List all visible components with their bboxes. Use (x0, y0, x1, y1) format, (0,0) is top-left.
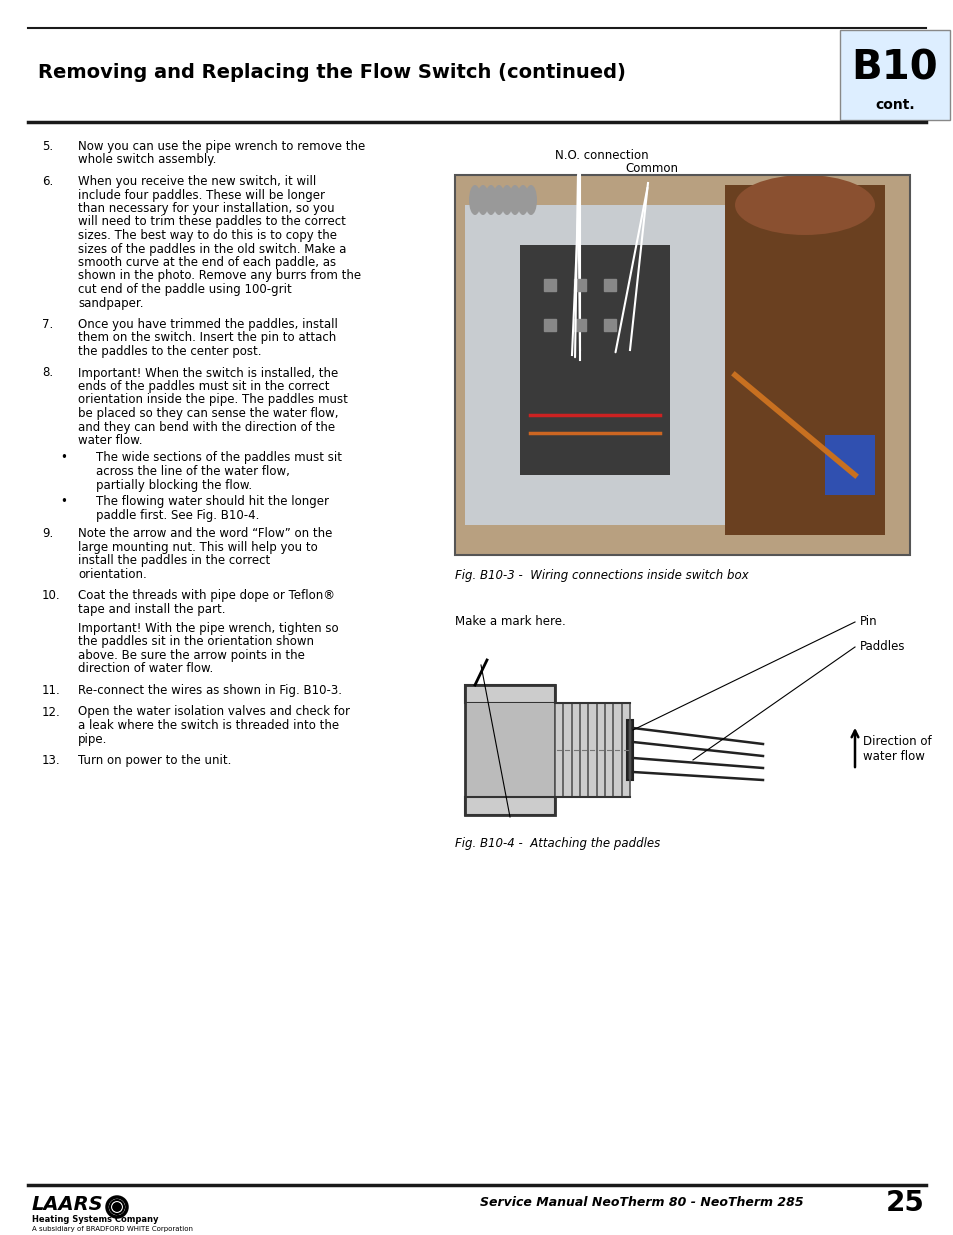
Text: 13.: 13. (42, 755, 61, 767)
Text: 11.: 11. (42, 684, 61, 697)
Text: include four paddles. These will be longer: include four paddles. These will be long… (78, 189, 325, 201)
Text: Once you have trimmed the paddles, install: Once you have trimmed the paddles, insta… (78, 317, 337, 331)
Text: partially blocking the flow.: partially blocking the flow. (96, 478, 252, 492)
Text: the paddles to the center post.: the paddles to the center post. (78, 345, 261, 358)
Text: Turn on power to the unit.: Turn on power to the unit. (78, 755, 232, 767)
Text: •: • (60, 495, 67, 508)
Text: large mounting nut. This will help you to: large mounting nut. This will help you t… (78, 541, 317, 553)
Text: 7.: 7. (42, 317, 53, 331)
Text: Heating Systems Company: Heating Systems Company (32, 1215, 158, 1224)
Text: than necessary for your installation, so you: than necessary for your installation, so… (78, 203, 335, 215)
Bar (724, 185, 884, 535)
Bar (464, 685, 555, 815)
Bar (840, 30, 949, 120)
Ellipse shape (517, 185, 529, 215)
Text: Fig. B10-4 -  Attaching the paddles: Fig. B10-4 - Attaching the paddles (455, 837, 659, 850)
Text: 6.: 6. (42, 175, 53, 188)
Text: Removing and Replacing the Flow Switch (continued): Removing and Replacing the Flow Switch (… (38, 63, 625, 82)
Bar (464, 685, 555, 703)
Bar (464, 797, 555, 815)
Text: direction of water flow.: direction of water flow. (78, 662, 213, 676)
Bar (626, 720, 633, 781)
Text: tape and install the part.: tape and install the part. (78, 603, 225, 615)
Text: 5.: 5. (42, 140, 53, 153)
Text: sandpaper.: sandpaper. (78, 296, 143, 310)
Text: Open the water isolation valves and check for: Open the water isolation valves and chec… (78, 705, 350, 719)
Text: cont.: cont. (874, 98, 914, 112)
Text: above. Be sure the arrow points in the: above. Be sure the arrow points in the (78, 650, 305, 662)
Text: cut end of the paddle using 100-grit: cut end of the paddle using 100-grit (78, 283, 292, 296)
Ellipse shape (484, 185, 497, 215)
Text: The wide sections of the paddles must sit: The wide sections of the paddles must si… (96, 452, 341, 464)
Text: Make a mark here.: Make a mark here. (455, 615, 565, 629)
Ellipse shape (734, 175, 874, 235)
Ellipse shape (500, 185, 513, 215)
Text: install the paddles in the correct: install the paddles in the correct (78, 555, 270, 567)
Text: N.O. connection: N.O. connection (555, 149, 648, 162)
Text: orientation.: orientation. (78, 568, 147, 580)
Bar (455, 175, 909, 555)
Text: a leak where the switch is threaded into the: a leak where the switch is threaded into… (78, 719, 338, 732)
Text: whole switch assembly.: whole switch assembly. (78, 153, 216, 167)
Text: Fig. B10-3 -  Wiring connections inside switch box: Fig. B10-3 - Wiring connections inside s… (455, 569, 748, 582)
Text: Paddles: Paddles (859, 640, 904, 653)
Ellipse shape (476, 185, 489, 215)
Text: 25: 25 (884, 1189, 923, 1216)
Ellipse shape (509, 185, 520, 215)
Text: Coat the threads with pipe dope or Teflon®: Coat the threads with pipe dope or Teflo… (78, 589, 335, 601)
Bar (519, 245, 669, 475)
Bar (455, 175, 909, 555)
Text: Direction of
water flow: Direction of water flow (862, 735, 931, 763)
Text: the paddles sit in the orientation shown: the paddles sit in the orientation shown (78, 636, 314, 648)
Text: Now you can use the pipe wrench to remove the: Now you can use the pipe wrench to remov… (78, 140, 365, 153)
Text: 8.: 8. (42, 367, 53, 379)
Bar (824, 435, 874, 495)
Text: Pin: Pin (859, 615, 877, 629)
Text: Service Manual NeoTherm 80 - NeoTherm 285: Service Manual NeoTherm 80 - NeoTherm 28… (479, 1197, 802, 1209)
Text: ends of the paddles must sit in the correct: ends of the paddles must sit in the corr… (78, 380, 329, 393)
Text: will need to trim these paddles to the correct: will need to trim these paddles to the c… (78, 215, 346, 228)
Text: Important! When the switch is installed, the: Important! When the switch is installed,… (78, 367, 338, 379)
Ellipse shape (469, 185, 480, 215)
Text: Common: Common (624, 162, 678, 175)
Text: Re-connect the wires as shown in Fig. B10-3.: Re-connect the wires as shown in Fig. B1… (78, 684, 341, 697)
Text: smooth curve at the end of each paddle, as: smooth curve at the end of each paddle, … (78, 256, 335, 269)
Text: sizes of the paddles in the old switch. Make a: sizes of the paddles in the old switch. … (78, 242, 346, 256)
Text: •: • (60, 452, 67, 464)
Text: water flow.: water flow. (78, 433, 142, 447)
Text: The flowing water should hit the longer: The flowing water should hit the longer (96, 495, 329, 508)
Text: paddle first. See Fig. B10-4.: paddle first. See Fig. B10-4. (96, 509, 259, 521)
Text: A subsidiary of BRADFORD WHITE Corporation: A subsidiary of BRADFORD WHITE Corporati… (32, 1226, 193, 1233)
Text: Note the arrow and the word “Flow” on the: Note the arrow and the word “Flow” on th… (78, 527, 332, 540)
Text: across the line of the water flow,: across the line of the water flow, (96, 466, 290, 478)
Bar (555, 703, 629, 797)
Text: 9.: 9. (42, 527, 53, 540)
Text: 12.: 12. (42, 705, 61, 719)
Circle shape (112, 1203, 121, 1212)
Text: When you receive the new switch, it will: When you receive the new switch, it will (78, 175, 315, 188)
Bar (464, 703, 555, 797)
Text: them on the switch. Insert the pin to attach: them on the switch. Insert the pin to at… (78, 331, 335, 345)
Bar (464, 205, 744, 525)
Text: 10.: 10. (42, 589, 61, 601)
Text: LAARS: LAARS (32, 1195, 104, 1214)
Text: pipe.: pipe. (78, 732, 108, 746)
Text: Important! With the pipe wrench, tighten so: Important! With the pipe wrench, tighten… (78, 622, 338, 635)
Text: be placed so they can sense the water flow,: be placed so they can sense the water fl… (78, 408, 338, 420)
Text: and they can bend with the direction of the: and they can bend with the direction of … (78, 420, 335, 433)
Text: B10: B10 (851, 48, 938, 88)
Text: shown in the photo. Remove any burrs from the: shown in the photo. Remove any burrs fro… (78, 269, 361, 283)
Text: orientation inside the pipe. The paddles must: orientation inside the pipe. The paddles… (78, 394, 348, 406)
Ellipse shape (493, 185, 504, 215)
Text: sizes. The best way to do this is to copy the: sizes. The best way to do this is to cop… (78, 228, 336, 242)
Ellipse shape (524, 185, 537, 215)
